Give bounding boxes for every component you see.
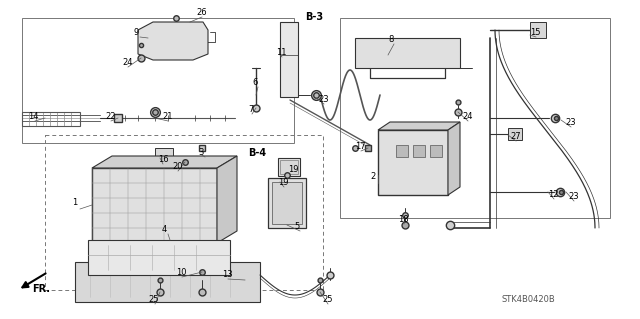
Bar: [22, 18, 294, 143]
Bar: [378, 130, 448, 195]
Bar: [88, 240, 230, 275]
Text: 25: 25: [148, 295, 159, 304]
Bar: [75, 262, 260, 302]
Text: 14: 14: [28, 112, 38, 121]
Text: STK4B0420B: STK4B0420B: [502, 295, 556, 304]
Text: 26: 26: [196, 8, 207, 17]
Text: 15: 15: [530, 28, 541, 37]
Bar: [280, 22, 298, 97]
Text: 7: 7: [248, 105, 253, 114]
Text: 13: 13: [222, 270, 232, 279]
Bar: [278, 158, 300, 176]
Bar: [508, 128, 522, 140]
Text: 8: 8: [388, 35, 394, 44]
Text: 4: 4: [162, 225, 167, 234]
Polygon shape: [92, 156, 237, 168]
Bar: [268, 178, 306, 228]
Text: 1: 1: [72, 198, 77, 207]
Text: 19: 19: [278, 178, 289, 187]
Text: 22: 22: [105, 112, 115, 121]
Text: B-3: B-3: [305, 12, 323, 22]
Text: 6: 6: [252, 78, 257, 87]
Text: 19: 19: [288, 165, 298, 174]
Bar: [413, 145, 425, 157]
Polygon shape: [217, 156, 237, 243]
Text: 16: 16: [158, 155, 168, 164]
Text: 27: 27: [510, 132, 520, 141]
Text: 23: 23: [565, 118, 575, 127]
Text: 5: 5: [294, 222, 300, 231]
Text: 25: 25: [322, 295, 333, 304]
Text: 21: 21: [162, 112, 173, 121]
Bar: [530, 22, 546, 38]
Text: FR.: FR.: [32, 284, 50, 294]
Text: 11: 11: [276, 48, 287, 57]
Text: 3: 3: [198, 148, 204, 157]
Bar: [280, 160, 298, 174]
Polygon shape: [448, 122, 460, 195]
Text: 10: 10: [176, 268, 186, 277]
Text: 20: 20: [172, 162, 182, 171]
Text: 18: 18: [398, 215, 408, 224]
Bar: [272, 182, 302, 224]
Bar: [430, 145, 442, 157]
Bar: [396, 145, 408, 157]
Text: 23: 23: [568, 192, 579, 201]
Text: 9: 9: [133, 28, 138, 37]
Text: 2: 2: [370, 172, 375, 181]
Bar: [22, 112, 80, 126]
Text: 17: 17: [355, 142, 365, 151]
Bar: [340, 18, 610, 218]
Bar: [355, 38, 460, 68]
Text: 24: 24: [122, 58, 132, 67]
Bar: [92, 168, 217, 243]
Text: 24: 24: [462, 112, 472, 121]
Polygon shape: [138, 22, 208, 60]
Bar: [45, 135, 323, 290]
Text: 12: 12: [548, 190, 559, 199]
Bar: [155, 148, 173, 158]
Text: 23: 23: [318, 95, 328, 104]
Text: B-4: B-4: [248, 148, 266, 158]
Polygon shape: [378, 122, 460, 130]
